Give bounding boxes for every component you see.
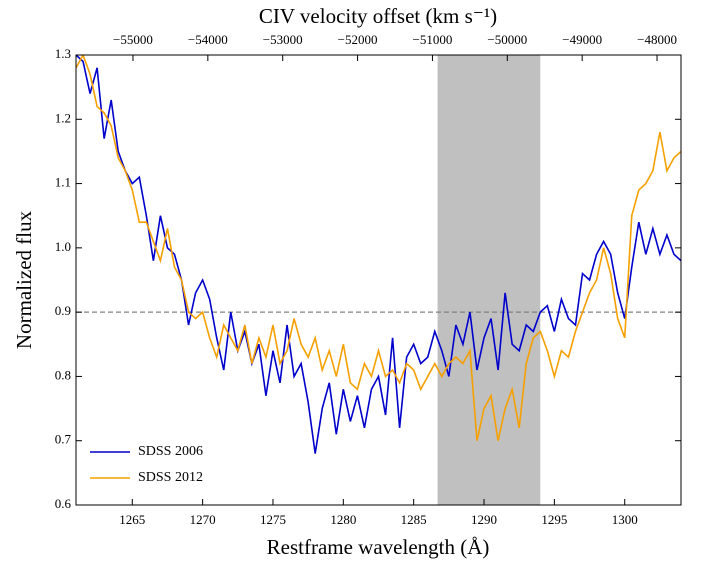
x-tick-label: 1270 xyxy=(190,512,216,527)
x2-tick-label: −54000 xyxy=(188,32,228,47)
legend-label: SDSS 2012 xyxy=(138,470,203,485)
y-axis-title: Normalized flux xyxy=(12,210,36,349)
x2-axis-title: CIV velocity offset (km s⁻¹) xyxy=(259,4,497,28)
x-tick-label: 1280 xyxy=(330,512,356,527)
shaded-region xyxy=(437,55,541,505)
legend-label: SDSS 2006 xyxy=(138,444,203,459)
y-tick-label: 1.0 xyxy=(55,239,71,254)
x-tick-label: 1285 xyxy=(401,512,427,527)
plot-frame xyxy=(75,54,682,506)
x2-tick-label: −55000 xyxy=(113,32,153,47)
y-tick-label: 1.1 xyxy=(55,175,71,190)
y-tick-label: 1.2 xyxy=(55,110,71,125)
y-tick-label: 0.9 xyxy=(55,303,71,318)
data-line xyxy=(76,55,681,441)
y-tick-label: 0.8 xyxy=(55,367,71,382)
data-line xyxy=(76,55,681,454)
x2-tick-label: −51000 xyxy=(413,32,453,47)
x-tick-label: 1275 xyxy=(260,512,286,527)
x-tick-label: 1300 xyxy=(612,512,638,527)
x-tick-label: 1295 xyxy=(541,512,567,527)
y-tick-label: 0.7 xyxy=(55,432,72,447)
x-tick-label: 1290 xyxy=(471,512,497,527)
x2-tick-label: −53000 xyxy=(263,32,303,47)
y-tick-label: 1.3 xyxy=(55,46,71,61)
x2-tick-label: −52000 xyxy=(338,32,378,47)
x2-tick-label: −50000 xyxy=(487,32,527,47)
x-tick-label: 1265 xyxy=(119,512,145,527)
x2-tick-label: −49000 xyxy=(562,32,602,47)
x-axis-title: Restframe wavelength (Å) xyxy=(267,535,490,559)
x2-tick-label: −48000 xyxy=(637,32,677,47)
y-tick-label: 0.6 xyxy=(55,496,72,511)
